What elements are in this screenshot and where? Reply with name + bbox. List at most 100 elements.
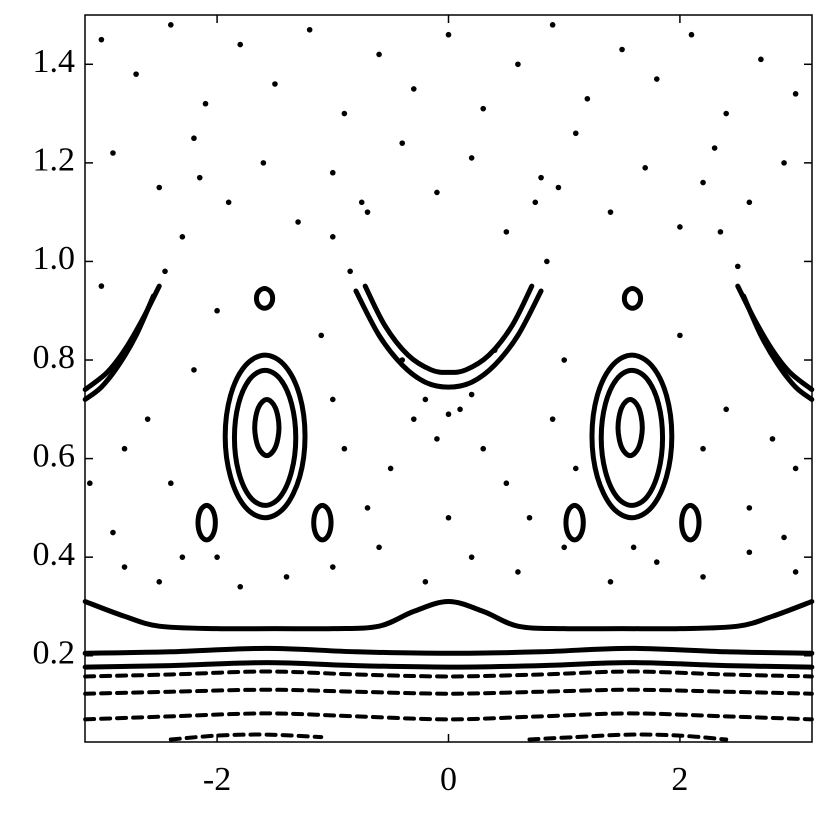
scatter-point [110, 150, 116, 156]
scatter-point [503, 229, 510, 235]
scatter-point [734, 263, 741, 270]
scatter-point [758, 56, 764, 63]
scatter-point [468, 554, 475, 560]
orbit-curve [83, 711, 814, 722]
scatter-point [144, 416, 151, 422]
scatter-point [237, 583, 244, 590]
island-curve [615, 396, 645, 459]
scatter-point [532, 199, 539, 206]
x-tick-label: -2 [203, 761, 231, 798]
scatter-point [156, 579, 163, 585]
scatter-point [468, 391, 475, 398]
scatter-point [318, 332, 325, 339]
orbit-curve [82, 660, 815, 670]
scatter-point [677, 224, 683, 230]
island-curve [589, 352, 675, 521]
scatter-point [607, 209, 614, 215]
scatter-point [445, 411, 452, 418]
scatter-point [272, 81, 278, 87]
island-curve [222, 352, 308, 521]
y-tick-label: 1.0 [33, 240, 76, 277]
scatter-point [700, 445, 706, 452]
scatter-point [191, 367, 197, 373]
scatter-point [700, 574, 706, 580]
scatter-point [549, 416, 556, 422]
scatter-point [387, 465, 394, 472]
scatter-point [480, 445, 487, 452]
scatter-point [584, 95, 591, 102]
scatter-point [572, 130, 579, 137]
scatter-point [503, 480, 510, 487]
scatter-point [445, 31, 452, 38]
scatter-point [746, 549, 753, 556]
scatter-point [630, 544, 637, 551]
orbit-curve [362, 283, 535, 375]
scatter-point [283, 574, 290, 580]
scatter-point [561, 357, 568, 363]
scatter-point [341, 110, 348, 117]
scatter-point [341, 445, 348, 452]
scatter-point [538, 174, 544, 181]
y-tick-label: 0.8 [33, 339, 76, 376]
scatter-point [202, 100, 209, 107]
scatter-point [87, 480, 93, 487]
scatter-point [179, 233, 186, 240]
scatter-point [98, 36, 105, 43]
scatter-point [515, 569, 521, 575]
scatter-point [376, 51, 382, 58]
scatter-point [515, 61, 521, 68]
scatter-point [329, 396, 336, 403]
scatter-point [769, 436, 776, 442]
scatter-point [561, 544, 568, 551]
scatter-point [179, 554, 186, 560]
scatter-point [364, 209, 371, 215]
scatter-point [121, 445, 128, 452]
scatter-point [410, 86, 417, 92]
orbit-curve [82, 283, 162, 393]
scatter-point [723, 406, 729, 413]
island-curve [253, 286, 276, 311]
scatter-point [98, 283, 105, 289]
island-curve [252, 396, 282, 459]
scatter-point [214, 554, 220, 560]
scatter-point [468, 155, 475, 161]
orbit-curve [83, 669, 814, 679]
scatter-point [168, 480, 174, 487]
scatter-point [619, 46, 625, 53]
scatter-point [191, 135, 197, 142]
scatter-point [549, 22, 556, 28]
y-tick-label: 0.2 [33, 635, 76, 672]
scatter-point [642, 164, 648, 171]
orbit-curve [735, 283, 815, 393]
scatter-point [358, 199, 365, 206]
orbit-curve [168, 732, 324, 742]
scatter-point [653, 559, 660, 565]
orbit-curve [527, 732, 729, 742]
scatter-point [347, 268, 353, 275]
scatter-point [480, 105, 487, 112]
scatter-point [260, 160, 267, 166]
island-curve [311, 502, 334, 543]
plot-frame [84, 14, 813, 743]
island-curve [563, 502, 586, 543]
scatter-point [781, 534, 787, 541]
island-curve [621, 286, 644, 311]
scatter-point [225, 199, 232, 206]
scatter-point [792, 91, 799, 97]
scatter-point [572, 465, 579, 472]
orbit-curve [82, 599, 815, 632]
island-curve [195, 502, 218, 543]
scatter-point [410, 416, 417, 422]
scatter-point [364, 505, 371, 511]
scatter-point [422, 396, 429, 403]
scatter-point [688, 31, 695, 38]
scatter-point [781, 160, 787, 166]
scatter-point [711, 145, 718, 151]
scatter-point [376, 544, 382, 551]
scatter-point [457, 406, 463, 413]
scatter-point [544, 258, 550, 265]
scatter-point [746, 505, 753, 511]
island-curve [679, 502, 702, 543]
scatter-point [295, 219, 301, 225]
